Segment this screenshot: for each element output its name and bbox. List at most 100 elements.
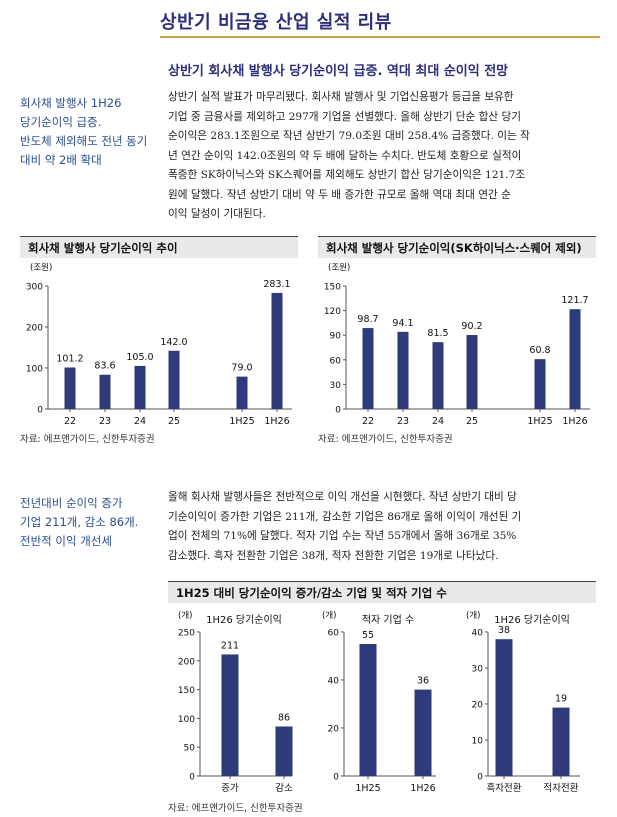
- chart-5-svg: 1H26 당기순이익 (개) 0 10 20 30 40 38 흑자전환 19 적자전환: [466, 610, 580, 794]
- data-label: 38: [498, 625, 510, 636]
- x-tick-label: 1H26: [410, 783, 435, 794]
- y-tick-label: 30: [472, 665, 484, 675]
- x-tick-label: 23: [99, 416, 111, 427]
- side-note-line: 당기순이익 급증.: [20, 115, 102, 129]
- y-tick-label: 200: [26, 324, 43, 334]
- body-line: 폭증한 SK하이닉스와 SK스퀘어를 제외해도 상반기 합산 당기순이익은 12…: [168, 169, 526, 181]
- bar: [275, 726, 293, 776]
- side-note-line: 전반적 이익 개선세: [20, 534, 112, 548]
- bar: [64, 367, 76, 409]
- data-label: 211: [221, 640, 239, 651]
- side-note-line: 반도체 제외해도 전년 동기: [20, 134, 148, 148]
- y-tick-label: 60: [328, 629, 340, 639]
- y-tick-label: 20: [328, 725, 340, 735]
- y-tick-label: 0: [477, 773, 483, 783]
- data-label: 283.1: [263, 279, 290, 290]
- y-tick-label: 100: [178, 715, 195, 725]
- y-tick-label: 150: [178, 686, 195, 696]
- data-label: 86: [278, 712, 290, 723]
- data-label: 60.8: [529, 345, 550, 356]
- y-tick-label: 20: [472, 701, 484, 711]
- y-tick-label: 0: [335, 406, 341, 416]
- chart-1-source: 자료: 에프앤가이드, 신한투자증권: [20, 434, 155, 445]
- bar: [236, 376, 248, 409]
- y-tick-label: 0: [189, 773, 195, 783]
- x-tick-label: 1H25: [229, 416, 254, 427]
- body-line: 올해 회사채 발행사들은 전반적으로 이익 개선을 시현했다. 작년 상반기 대…: [168, 491, 517, 503]
- body-paragraph-1: 상반기 실적 발표가 마무리됐다. 회사채 발행사 및 기업신용평가 등급을 보…: [168, 88, 596, 225]
- data-label: 98.7: [357, 314, 378, 325]
- bar: [534, 359, 546, 409]
- body-line: 기업 중 금융사를 제외하고 297개 기업을 선별했다. 올해 상반기 단순 …: [168, 110, 522, 123]
- y-tick-label: 300: [26, 283, 43, 293]
- chart-1-svg: (조원) 0 100 200 300 101.2 22 83.6 23 105.0 24 142.0 2…: [26, 263, 292, 427]
- y-tick-label: 50: [184, 744, 196, 754]
- bar: [495, 639, 513, 776]
- data-label: 121.7: [561, 295, 588, 306]
- bar: [397, 331, 409, 409]
- chart-2-source: 자료: 에프앤가이드, 신한투자증권: [318, 434, 453, 445]
- unit-label: (개): [322, 610, 336, 621]
- bar: [569, 309, 581, 409]
- side-note-2: 전년대비 순이익 증가 기업 211개, 감소 86개. 전반적 이익 개선세: [20, 494, 170, 551]
- chart-3-svg: 1H26 당기순이익 (개) 0 50 100 150 200 250 211 증가 86 감소: [178, 610, 293, 794]
- body-paragraph-2: 올해 회사채 발행사들은 전반적으로 이익 개선을 시현했다. 작년 상반기 대…: [168, 488, 596, 566]
- side-note-line: 회사채 발행사 1H26: [20, 96, 122, 110]
- x-tick-label: 증가: [221, 783, 239, 794]
- x-tick-label: 25: [466, 416, 478, 427]
- y-tick-label: 100: [26, 365, 43, 375]
- x-tick-label: 1H26: [264, 416, 289, 427]
- data-label: 94.1: [392, 318, 413, 329]
- side-note-line: 전년대비 순이익 증가: [20, 496, 123, 510]
- chart-2-title: 회사채 발행사 당기순이익(SK하이닉스·스퀘어 제외): [318, 236, 596, 258]
- page-title: 상반기 비금융 산업 실적 리뷰: [160, 12, 392, 33]
- section-subhead: 상반기 회사채 발행사 당기순이익 급증. 역대 최대 순이익 전망: [168, 64, 509, 79]
- y-tick-label: 40: [472, 629, 484, 639]
- x-tick-label: 흑자전환: [487, 782, 522, 794]
- side-note-line: 기업 211개, 감소 86개.: [20, 515, 139, 529]
- y-tick-label: 120: [324, 307, 341, 317]
- bar: [432, 342, 444, 409]
- unit-label: (조원): [30, 263, 52, 273]
- body-line: 년 연간 순이익 142.0조원의 약 두 배에 달하는 수치다. 반도체 호황…: [168, 149, 522, 162]
- bar: [414, 689, 432, 776]
- data-label: 83.6: [94, 361, 115, 372]
- chart-1-title: 회사채 발행사 당기순이익 추이: [20, 236, 298, 258]
- chart-group-title: 1H25 대비 당기순이익 증가/감소 기업 및 적자 기업 수: [168, 581, 596, 603]
- unit-label: (개): [178, 610, 192, 621]
- x-tick-label: 24: [432, 416, 444, 427]
- x-tick-label: 23: [397, 416, 409, 427]
- bar: [359, 644, 377, 776]
- body-line: 순이익은 283.1조원으로 작년 상반기 79.0조원 대비 258.4% 급…: [168, 130, 530, 142]
- x-tick-label: 적자전환: [544, 782, 579, 794]
- y-tick-label: 150: [324, 283, 341, 293]
- y-tick-label: 90: [330, 332, 342, 342]
- x-tick-label: 24: [134, 416, 146, 427]
- y-tick-label: 0: [37, 406, 43, 416]
- body-line: 감소했다. 흑자 전환한 기업은 38개, 적자 전환한 기업은 19개로 나타…: [168, 549, 499, 562]
- chart-4-svg: 적자 기업 수 (개) 0 20 40 60 55 1H25 36 1H26: [322, 610, 436, 794]
- y-tick-label: 10: [472, 737, 484, 747]
- x-tick-label: 22: [64, 416, 76, 427]
- side-note-1: 회사채 발행사 1H26 당기순이익 급증. 반도체 제외해도 전년 동기 대비…: [20, 94, 170, 170]
- x-tick-label: 감소: [275, 782, 293, 794]
- chart-subtitle: 적자 기업 수: [362, 613, 414, 626]
- bar: [221, 654, 239, 776]
- title-rule: [160, 36, 600, 38]
- body-line: 업이 전체의 71%에 달했다. 적자 기업 수는 작년 55개에서 올해 36…: [168, 530, 517, 542]
- bar: [552, 707, 570, 776]
- bar: [271, 292, 283, 409]
- bar: [362, 328, 374, 409]
- chart-2-svg: (조원) 0 30 60 90 120 150 98.7 22 94.1 23 81.5 24 90.2 2…: [324, 263, 590, 427]
- body-line: 기순이익이 증가한 기업은 211개, 감소한 기업은 86개로 올해 이익이 …: [168, 510, 522, 523]
- data-label: 19: [555, 694, 567, 705]
- side-note-line: 대비 약 2배 확대: [20, 153, 102, 167]
- data-label: 105.0: [126, 352, 153, 363]
- bar: [134, 365, 146, 409]
- x-tick-label: 25: [168, 416, 180, 427]
- chart-subtitle: 1H26 당기순이익: [206, 614, 282, 626]
- y-tick-label: 200: [178, 657, 195, 667]
- data-label: 142.0: [160, 337, 187, 348]
- x-tick-label: 22: [362, 416, 374, 427]
- y-tick-label: 250: [178, 629, 195, 639]
